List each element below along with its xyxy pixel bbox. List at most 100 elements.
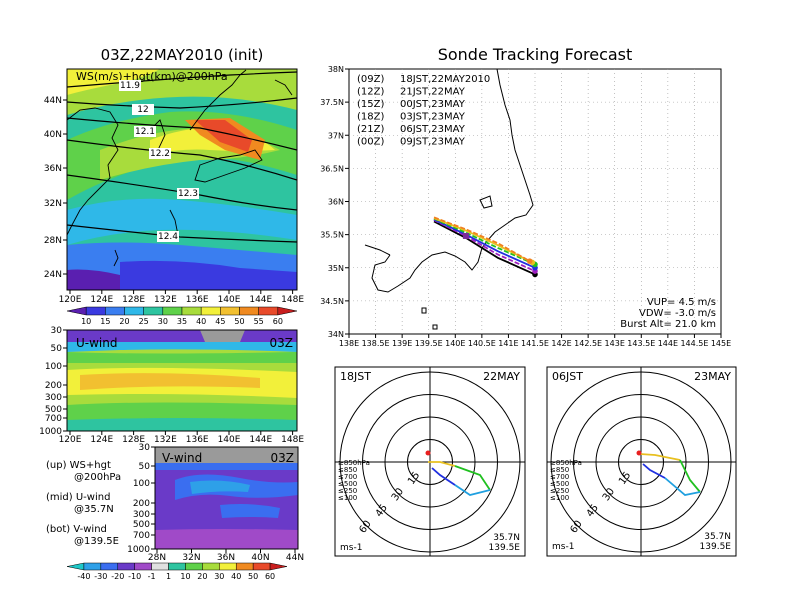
colorbar-tick-label: 35: [177, 317, 187, 326]
lon-tick-label: 142E: [551, 339, 571, 348]
contour-label: 12: [137, 105, 148, 115]
lon-tick-label: 124E: [90, 435, 113, 445]
lon-tick-label: 140E: [218, 295, 241, 305]
wind-speed-field: [67, 69, 297, 290]
launch-site-marker: [462, 232, 469, 239]
hodo-unit: ms-1: [552, 542, 574, 552]
lat-tick-label: 36N: [217, 553, 235, 563]
track-line: [433, 217, 536, 266]
contour-label: 12.3: [178, 189, 198, 199]
colorbar-tick-label: -30: [94, 572, 107, 581]
burst-alt-text: Burst Alt= 21.0 km: [620, 319, 716, 330]
pressure-tick-label: 1000: [127, 545, 150, 555]
pressure-tick-label: 300: [45, 393, 62, 403]
level-legend: ≥850hPa: [338, 459, 370, 467]
pressure-tick-label: 30: [139, 443, 151, 453]
level-legend: ≤250: [338, 487, 357, 495]
contour-label-bg: [157, 231, 179, 242]
pressure-tick-label: 700: [133, 531, 150, 541]
colorbar-tick-label: 50: [248, 572, 258, 581]
lon-tick-label: 120E: [59, 295, 82, 305]
colorbar-tick-label: 25: [139, 317, 149, 326]
pressure-tick-label: 30: [51, 326, 63, 336]
colorbar-swatch: [151, 562, 169, 571]
colorbar-swatch: [219, 562, 237, 571]
hodo-time: 06JST: [552, 370, 583, 383]
lon-tick-label: 144.5E: [680, 339, 708, 348]
lat-tick-label: 37N: [328, 131, 344, 140]
hodograph-left-labels: 18JST 22MAY ≥850hPa≤850≤700≤500≤250≤100 ms-…: [338, 370, 520, 553]
contour-label: 12.1: [135, 127, 155, 137]
colorbar-tick-label: 45: [215, 317, 225, 326]
pressure-tick-label: 200: [133, 499, 150, 509]
lon-tick-label: 143E: [605, 339, 625, 348]
hodo-time: 18JST: [340, 370, 371, 383]
note-mid-sub: @35.7N: [74, 504, 114, 515]
surface-wind-marker: [636, 450, 642, 456]
colorbar-tick-label: 55: [254, 317, 264, 326]
surface-wind-marker: [425, 450, 431, 456]
level-legend: ≤250: [550, 487, 569, 495]
lon-tick-label: 138.5E: [362, 339, 390, 348]
map-lat-ticks: 44N 40N 36N 32N 28N 24N: [44, 96, 67, 280]
lat-tick-label: 36N: [44, 164, 62, 174]
lat-tick-label: 35.5N: [320, 231, 344, 240]
colorbar-tick-label: -20: [111, 572, 124, 581]
lat-tick-label: 28N: [44, 236, 62, 246]
lon-tick-label: 140E: [218, 435, 241, 445]
legend-utc: (12Z): [357, 87, 384, 98]
contour-label: 12.2: [150, 149, 170, 159]
wind-profile-segment: [639, 453, 681, 461]
pressure-tick-label: 500: [133, 520, 150, 530]
lon-tick-label: 136E: [186, 435, 209, 445]
lat-tick-label: 28N: [148, 553, 166, 563]
forecast-lon-ticks: 138E 138.5E 139E 139.5E 140E 140.5E 141E 141.5E…: [339, 334, 731, 348]
colorbar-swatch: [200, 306, 221, 316]
colorbar-tick-label: -1: [148, 572, 156, 581]
legend-jst: 09JST,23MAY: [400, 137, 466, 148]
colorbar-swatch: [162, 306, 183, 316]
hodo-unit: ms-1: [340, 543, 362, 553]
wind-profile-segment: [431, 467, 456, 486]
colorbar-tick-label: 50: [234, 317, 244, 326]
v-wind-label: V-wind: [162, 451, 202, 465]
track-line: [433, 219, 536, 272]
v-wind-time: 03Z: [271, 451, 295, 465]
track-line: [433, 220, 536, 276]
colorbar-tick-label: 10: [81, 317, 91, 326]
u-lon-ticks: 120E 124E 128E 132E 136E 140E 144E 148E: [59, 431, 304, 445]
legend-utc: (09Z): [357, 74, 384, 85]
hodo-lat: 35.7N: [493, 533, 520, 543]
colorbar-tick-label: 30: [158, 317, 168, 326]
height-contours: [67, 71, 297, 243]
vup-text: VUP= 4.5 m/s: [647, 297, 716, 308]
wind-profile-segment: [679, 459, 701, 493]
colorbar-tick-label: 15: [100, 317, 110, 326]
track-line: [433, 218, 536, 269]
lat-tick-label: 37.5N: [320, 98, 344, 107]
lon-tick-label: 120E: [59, 435, 82, 445]
note-mid: (mid) U-wind: [46, 492, 110, 503]
colorbar-swatch: [185, 562, 203, 571]
lat-tick-label: 36N: [328, 198, 344, 207]
lon-tick-label: 145E: [711, 339, 731, 348]
lat-tick-label: 44N: [44, 96, 62, 106]
v-wind-field: [155, 447, 298, 549]
colorbar-swatch: [100, 562, 119, 571]
lat-tick-label: 32N: [44, 199, 62, 209]
lon-tick-label: 136E: [186, 295, 209, 305]
colorbar-swatch: [181, 306, 202, 316]
legend-utc: (21Z): [357, 124, 384, 135]
wind-map-title: 03Z,22MAY2010 (init): [101, 46, 264, 64]
wind-profile-segment: [454, 465, 491, 491]
lon-tick-label: 140E: [445, 339, 465, 348]
lat-tick-label: 24N: [44, 270, 62, 280]
hodo-lon: 139.5E: [489, 543, 521, 553]
pressure-tick-label: 100: [45, 362, 62, 372]
lon-tick-label: 142.5E: [574, 339, 602, 348]
contour-label: 12.4: [158, 232, 178, 242]
wind-profile-segment: [642, 463, 666, 479]
legend-jst: 21JST,22MAY: [400, 87, 466, 98]
